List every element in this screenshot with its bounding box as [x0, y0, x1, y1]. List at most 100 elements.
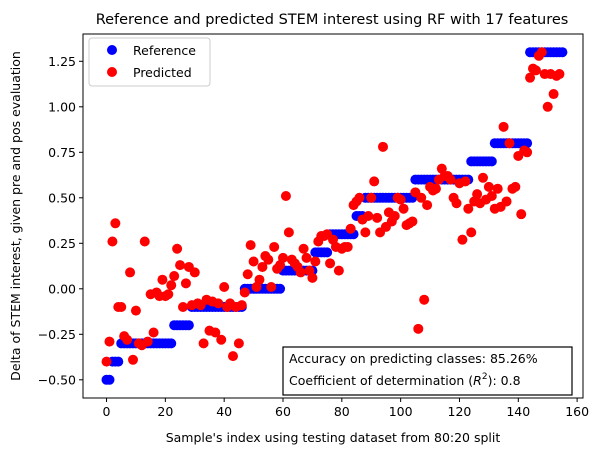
predicted-point: [363, 211, 374, 221]
predicted-point: [536, 47, 547, 58]
predicted-point: [354, 192, 365, 203]
legend: Reference Predicted: [88, 37, 211, 87]
predicted-point: [169, 271, 180, 282]
predicted-point: [101, 356, 112, 367]
predicted-point: [301, 252, 312, 263]
predicted-point: [283, 227, 294, 238]
x-axis-label: Sample's index using testing dataset fro…: [166, 430, 501, 445]
predicted-point: [280, 190, 291, 201]
predicted-point: [525, 72, 536, 83]
x-tick-label: 120: [448, 404, 472, 419]
legend-predicted-marker: [107, 67, 117, 77]
plot-area: [82, 33, 584, 399]
predicted-point: [483, 181, 494, 192]
predicted-point: [180, 278, 191, 289]
predicted-point: [307, 272, 318, 283]
predicted-point: [122, 334, 133, 345]
x-tick-label: 60: [275, 404, 291, 419]
reference-points: [101, 47, 568, 385]
predicted-point: [333, 265, 344, 276]
predicted-point: [325, 258, 336, 269]
y-tick-label: 1.25: [48, 54, 76, 69]
predicted-point: [257, 261, 268, 272]
y-tick-label: 0.50: [48, 190, 76, 205]
y-tick-label: 0.75: [48, 145, 76, 160]
y-tick-label: 0.25: [48, 236, 76, 251]
predicted-point: [516, 209, 527, 220]
predicted-point: [216, 334, 227, 345]
predicted-point: [125, 267, 136, 278]
predicted-point: [395, 194, 406, 205]
legend-reference-marker: [107, 45, 117, 55]
reference-point: [322, 247, 333, 258]
predicted-point: [157, 274, 168, 285]
predicted-point: [542, 101, 553, 112]
predicted-point: [530, 65, 541, 76]
predicted-point: [342, 241, 353, 252]
predicted-point: [548, 89, 559, 100]
predicted-point: [389, 211, 400, 221]
predicted-point: [478, 172, 488, 183]
predicted-point: [345, 223, 356, 234]
predicted-point: [378, 141, 388, 152]
predicted-point: [219, 281, 230, 292]
r2-prefix: Coefficient of determination (: [289, 373, 473, 388]
y-axis-ticks: −0.50 −0.25 0.00 0.25 0.50 0.75 1.00 1.25: [38, 54, 83, 387]
predicted-point: [498, 121, 509, 132]
legend-predicted-label: Predicted: [133, 65, 192, 80]
predicted-point: [266, 281, 277, 292]
predicted-point: [166, 280, 177, 291]
predicted-point: [189, 267, 200, 278]
predicted-point: [233, 338, 244, 349]
predicted-point: [298, 243, 309, 254]
reference-point: [275, 283, 286, 294]
predicted-point: [198, 338, 209, 349]
predicted-point: [416, 192, 427, 203]
predicted-point: [504, 138, 515, 149]
predicted-points: [101, 47, 565, 367]
predicted-point: [148, 327, 159, 338]
predicted-point: [248, 256, 259, 267]
predicted-point: [139, 236, 150, 247]
predicted-point: [413, 323, 424, 334]
legend-box: [88, 37, 211, 87]
reference-point: [113, 356, 124, 367]
predicted-point: [107, 236, 118, 247]
y-axis-label: Delta of STEM interest, given pre and po…: [8, 51, 23, 381]
predicted-point: [263, 254, 274, 265]
predicted-point: [278, 252, 288, 263]
predicted-point: [451, 198, 462, 209]
x-tick-label: 140: [506, 404, 530, 419]
predicted-point: [175, 260, 186, 271]
predicted-point: [245, 240, 256, 251]
predicted-point: [242, 269, 253, 280]
predicted-point: [457, 234, 468, 245]
predicted-point: [486, 190, 497, 201]
predicted-point: [254, 274, 265, 285]
predicted-point: [142, 336, 153, 347]
x-tick-label: 40: [216, 404, 232, 419]
annotation-box: [282, 346, 573, 396]
predicted-point: [104, 336, 115, 347]
predicted-point: [463, 203, 474, 214]
predicted-point: [269, 241, 280, 252]
reference-point: [183, 320, 194, 331]
predicted-point: [236, 300, 247, 311]
reference-point: [104, 374, 115, 385]
predicted-point: [239, 287, 250, 298]
predicted-point: [407, 216, 418, 227]
predicted-point: [492, 183, 503, 194]
x-tick-label: 80: [334, 404, 350, 419]
x-tick-label: 20: [157, 404, 173, 419]
x-tick-label: 100: [389, 404, 413, 419]
predicted-point: [172, 243, 183, 254]
predicted-point: [228, 351, 238, 362]
predicted-point: [510, 181, 521, 192]
legend-reference-label: Reference: [133, 43, 196, 58]
r2-text: Coefficient of determination (R2): 0.8: [289, 372, 521, 388]
reference-point: [486, 156, 497, 167]
r2-suffix: ): 0.8: [488, 373, 521, 388]
predicted-point: [366, 192, 377, 203]
predicted-point: [128, 354, 138, 365]
predicted-point: [466, 227, 477, 238]
